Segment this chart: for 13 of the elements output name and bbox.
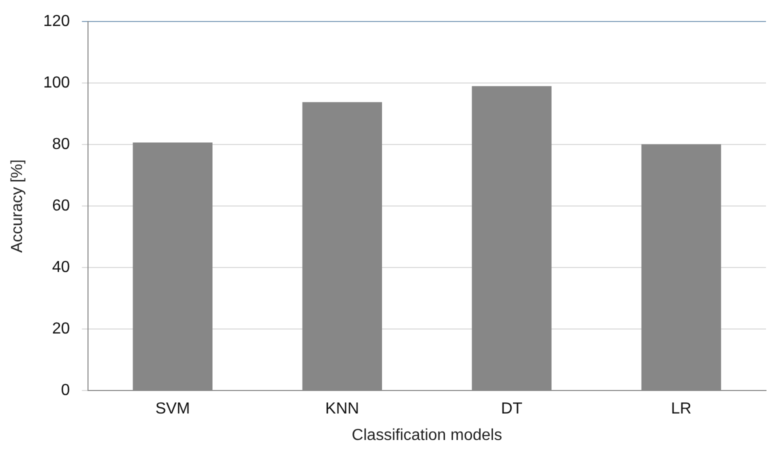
y-tick-label: 40 <box>52 259 70 276</box>
x-tick-label: SVM <box>155 400 190 418</box>
x-tick-label: LR <box>671 400 692 418</box>
x-tick-label: KNN <box>325 400 360 418</box>
y-tick-label: 100 <box>43 74 70 92</box>
x-axis-title: Classification models <box>352 426 502 444</box>
x-tick-label: DT <box>501 400 523 418</box>
y-tick-label: 80 <box>52 136 70 154</box>
y-tick-label: 60 <box>52 198 70 215</box>
y-tick-label: 120 <box>43 13 70 30</box>
y-axis-title: Accuracy [%] <box>9 159 26 253</box>
y-tick-label: 0 <box>60 382 70 400</box>
y-tick-label: 20 <box>52 320 70 338</box>
